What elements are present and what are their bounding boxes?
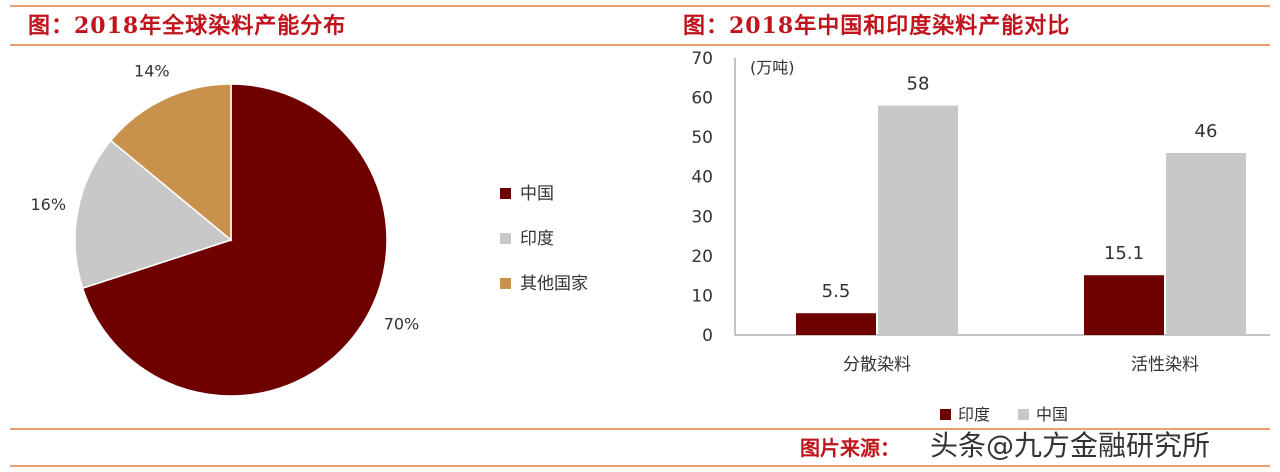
right-chart-title: 图：2018年中国和印度染料产能对比 [683, 13, 1071, 39]
legend-swatch [940, 409, 951, 420]
legend-label: 中国 [520, 184, 554, 204]
y-tick-label: 30 [691, 207, 713, 227]
y-tick-label: 40 [691, 168, 713, 188]
y-tick-label: 0 [702, 326, 713, 346]
chart-bottom-rule [10, 428, 1270, 430]
y-tick-label: 60 [691, 89, 713, 109]
top-rule [10, 5, 1270, 7]
legend-swatch [500, 278, 511, 289]
source-label: 图片来源： [800, 436, 900, 460]
bar [1084, 275, 1164, 335]
bar-data-label: 5.5 [822, 281, 851, 302]
x-tick-label: 分散染料 [843, 355, 911, 375]
pie-slice-0 [81, 83, 388, 397]
y-tick-label: 20 [691, 247, 713, 267]
y-tick-label: 50 [691, 128, 713, 148]
x-tick-label: 活性染料 [1131, 355, 1199, 375]
bar [878, 105, 958, 335]
pie-slice-2 [109, 83, 232, 242]
y-tick-label: 70 [691, 49, 713, 69]
bar-data-label: 15.1 [1104, 243, 1144, 264]
bar-data-label: 58 [907, 73, 930, 94]
bar [796, 313, 876, 335]
legend-label: 印度 [520, 229, 554, 249]
pie-data-label: 14% [134, 62, 170, 81]
left-chart-title: 图：2018年全球染料产能分布 [28, 13, 347, 39]
pie-slice-1 [74, 139, 233, 290]
unit-label: (万吨) [750, 58, 795, 77]
bar-data-label: 46 [1195, 121, 1218, 142]
pie-data-label: 16% [31, 195, 67, 214]
bar [1166, 152, 1246, 335]
legend-label: 中国 [1036, 405, 1068, 424]
pie-data-label: 70% [384, 314, 420, 333]
legend-swatch [1018, 409, 1029, 420]
legend-swatch [500, 233, 511, 244]
y-tick-label: 10 [691, 286, 713, 306]
legend-label: 印度 [958, 405, 990, 424]
legend-label: 其他国家 [520, 274, 588, 294]
title-rule [10, 44, 1270, 46]
watermark: 头条@九方金融研究所 [930, 429, 1211, 462]
legend-swatch [500, 188, 511, 199]
footer-rule [10, 465, 1270, 467]
